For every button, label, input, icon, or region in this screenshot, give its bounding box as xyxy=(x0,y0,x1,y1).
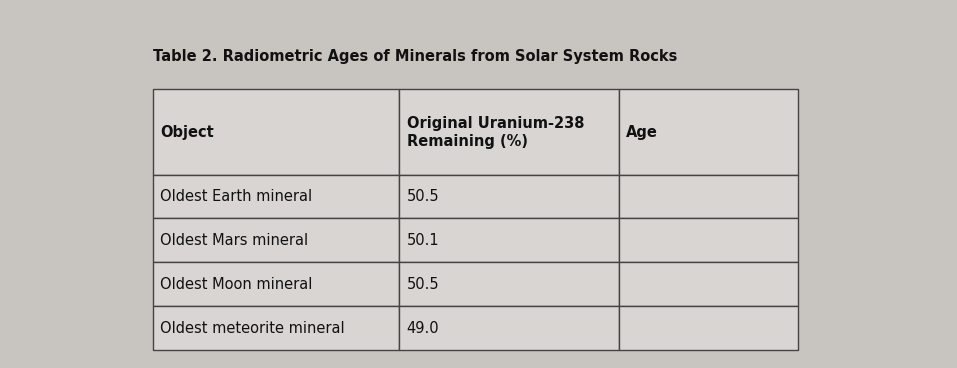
Bar xyxy=(153,174,399,219)
Text: 50.1: 50.1 xyxy=(407,233,439,248)
Bar xyxy=(153,89,399,174)
Text: Oldest meteorite mineral: Oldest meteorite mineral xyxy=(161,321,345,336)
Text: Table 2. Radiometric Ages of Minerals from Solar System Rocks: Table 2. Radiometric Ages of Minerals fr… xyxy=(153,49,678,64)
Bar xyxy=(153,219,399,262)
Bar xyxy=(399,174,618,219)
Bar xyxy=(618,219,797,262)
Bar xyxy=(399,306,618,350)
Bar xyxy=(618,89,797,174)
Text: Age: Age xyxy=(626,124,658,139)
Text: 49.0: 49.0 xyxy=(407,321,439,336)
Text: Oldest Earth mineral: Oldest Earth mineral xyxy=(161,189,313,204)
Text: 50.5: 50.5 xyxy=(407,277,439,292)
Text: 50.5: 50.5 xyxy=(407,189,439,204)
Bar xyxy=(153,262,399,306)
Bar xyxy=(618,262,797,306)
Text: Object: Object xyxy=(161,124,214,139)
Bar xyxy=(153,306,399,350)
Bar xyxy=(399,262,618,306)
Bar xyxy=(399,219,618,262)
Bar xyxy=(618,174,797,219)
Bar xyxy=(618,306,797,350)
Bar xyxy=(399,89,618,174)
Text: Original Uranium-238
Remaining (%): Original Uranium-238 Remaining (%) xyxy=(407,116,585,149)
Text: Oldest Mars mineral: Oldest Mars mineral xyxy=(161,233,308,248)
Text: Oldest Moon mineral: Oldest Moon mineral xyxy=(161,277,313,292)
